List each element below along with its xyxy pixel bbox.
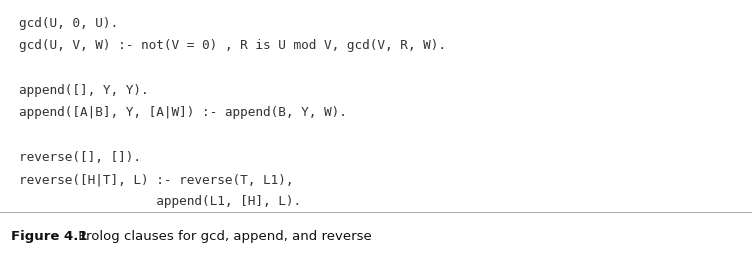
Text: reverse([H|T], L) :- reverse(T, L1),: reverse([H|T], L) :- reverse(T, L1), xyxy=(19,173,293,186)
Text: Figure 4.1: Figure 4.1 xyxy=(11,230,88,243)
Text: reverse([], []).: reverse([], []). xyxy=(19,151,141,164)
Text: append([], Y, Y).: append([], Y, Y). xyxy=(19,84,148,97)
Text: append([A|B], Y, [A|W]) :- append(B, Y, W).: append([A|B], Y, [A|W]) :- append(B, Y, … xyxy=(19,106,347,119)
Text: Prolog clauses for gcd, append, and reverse: Prolog clauses for gcd, append, and reve… xyxy=(74,230,371,243)
Text: gcd(U, V, W) :- not(V = 0) , R is U mod V, gcd(V, R, W).: gcd(U, V, W) :- not(V = 0) , R is U mod … xyxy=(19,39,446,52)
Text: append(L1, [H], L).: append(L1, [H], L). xyxy=(19,195,301,208)
Text: gcd(U, 0, U).: gcd(U, 0, U). xyxy=(19,17,118,30)
